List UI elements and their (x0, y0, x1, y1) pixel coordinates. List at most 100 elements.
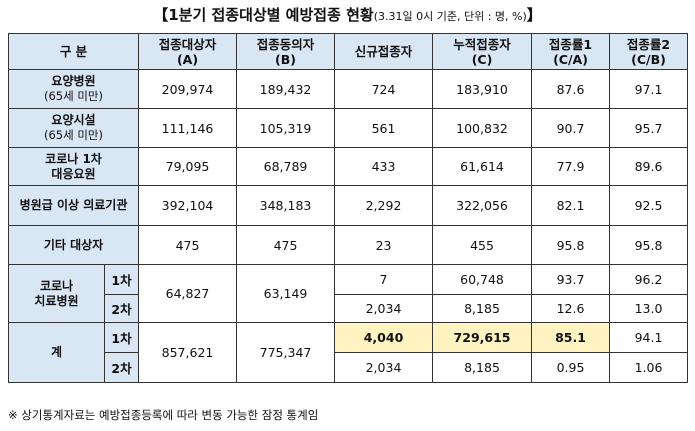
cell-highlight: 4,040 (334, 322, 434, 353)
row-label: 코로나 치료병원 (8, 264, 105, 323)
cell: 7 (334, 264, 434, 295)
header-cumulative-label: 누적접종자 (453, 36, 511, 52)
cell: 82.1 (531, 185, 611, 226)
row-label-main: 코로나 (39, 278, 74, 293)
cell: 8,185 (432, 294, 533, 323)
dose-label: 2차 (103, 352, 140, 383)
header-target-sub: (A) (176, 51, 199, 67)
cell: 63,149 (236, 264, 336, 323)
cell: 209,974 (138, 69, 238, 109)
cell: 183,910 (432, 69, 533, 109)
cell: 857,621 (138, 322, 238, 383)
header-rate2: 접종률2 (C/B) (609, 33, 689, 70)
cell-highlight: 729,615 (432, 322, 533, 353)
table-row: 2차 2,034 8,185 0.95 1.06 (9, 352, 689, 383)
table-row: 요양시설 (65세 미만) 111,146 105,319 561 100,832… (7, 108, 689, 148)
table-row: 기타 대상자 475 475 23 455 95.8 95.8 (7, 225, 689, 265)
header-rate2-sub: (C/B) (631, 51, 666, 67)
cell: 475 (236, 225, 336, 265)
cell: 12.6 (531, 294, 611, 323)
cell: 1.06 (609, 352, 689, 383)
table-row: 요양병원 (65세 미만) 209,974 189,432 724 183,910… (7, 69, 689, 109)
title-close: 】 (526, 6, 542, 24)
cell: 89.6 (609, 147, 689, 186)
header-category: 구 분 (7, 33, 140, 70)
header-row: 구 분 접종대상자 (A) 접종동의자 (B) 신규접종자 누적접종자 (C) 접종률… (7, 33, 689, 70)
row-label-sub: 대응요원 (51, 166, 96, 181)
cell: 561 (334, 108, 434, 148)
dose-label: 1차 (103, 264, 140, 295)
cell: 79,095 (138, 147, 238, 186)
cell: 61,614 (432, 147, 533, 186)
row-label-sub: 치료병원 (34, 293, 79, 308)
cell: 13.0 (609, 294, 689, 323)
header-cumulative-sub: (C) (471, 51, 493, 67)
table-row: 계 1차 857,621 775,347 4,040 729,615 85.1 … (8, 322, 689, 383)
row-label-main: 요양시설 (51, 113, 96, 127)
header-target: 접종대상자 (A) (138, 33, 238, 70)
cell: 100,832 (432, 108, 533, 148)
cell: 2,034 (334, 294, 434, 323)
cell: 96.2 (609, 264, 689, 295)
cell: 2,292 (334, 185, 434, 226)
cell: 95.8 (531, 225, 611, 265)
cell: 189,432 (236, 69, 336, 109)
cell: 23 (334, 225, 434, 265)
cell: 105,319 (236, 108, 336, 148)
cell: 68,789 (236, 147, 336, 186)
cell: 2,034 (334, 352, 434, 383)
cell: 94.1 (609, 322, 689, 353)
title-text: 【1분기 접종대상별 예방접종 현황 (153, 6, 374, 24)
cell: 87.6 (531, 69, 611, 109)
header-rate2-label: 접종률2 (626, 36, 671, 52)
vaccination-table: 구 분 접종대상자 (A) 접종동의자 (B) 신규접종자 누적접종자 (C) 접종률… (7, 33, 689, 383)
header-target-label: 접종대상자 (158, 36, 217, 52)
cell: 775,347 (236, 322, 336, 383)
cell: 724 (334, 69, 434, 109)
cell: 92.5 (609, 185, 689, 226)
header-consent-label: 접종동의자 (256, 36, 315, 52)
cell: 95.7 (609, 108, 689, 148)
cell: 475 (138, 225, 238, 265)
row-label-sub: (65세 미만) (44, 128, 104, 142)
row-label: 병원급 이상 의료기관 (7, 185, 140, 226)
cell: 97.1 (609, 69, 689, 109)
table-row: 코로나 치료병원 1차 64,827 63,149 7 60,748 93.7 9… (8, 264, 689, 323)
cell: 93.7 (531, 264, 611, 295)
header-rate1: 접종률1 (C/A) (531, 33, 611, 70)
header-cumulative: 누적접종자 (C) (432, 33, 533, 70)
table-title: 【1분기 접종대상별 예방접종 현황(3.31일 0시 기준, 단위 : 명, … (0, 4, 695, 25)
cell-highlight: 85.1 (531, 322, 611, 353)
cell: 90.7 (531, 108, 611, 148)
cell: 8,185 (432, 352, 533, 383)
header-consent-sub: (B) (275, 51, 296, 67)
footnote: ※ 상기통계자료는 예방접종등록에 따라 변동 가능한 잠정 통계임 (8, 408, 319, 422)
row-label: 계 (8, 322, 105, 383)
row-label-main: 코로나 1차 (45, 151, 102, 166)
cell: 455 (432, 225, 533, 265)
cell: 322,056 (432, 185, 533, 226)
header-rate1-label: 접종률1 (548, 36, 593, 52)
cell: 392,104 (138, 185, 238, 226)
row-label: 요양병원 (65세 미만) (7, 69, 140, 109)
table-row: 병원급 이상 의료기관 392,104 348,183 2,292 322,05… (7, 185, 689, 226)
row-label: 기타 대상자 (7, 225, 140, 265)
row-label: 코로나 1차 대응요원 (7, 147, 140, 186)
cell: 0.95 (531, 352, 611, 383)
dose-label: 2차 (103, 294, 140, 323)
cell: 60,748 (432, 264, 533, 295)
table-row: 2차 2,034 8,185 12.6 13.0 (9, 294, 689, 323)
cell: 348,183 (236, 185, 336, 226)
dose-label: 1차 (103, 322, 140, 353)
header-new: 신규접종자 (334, 33, 434, 70)
title-note: (3.31일 0시 기준, 단위 : 명, %) (373, 10, 527, 23)
row-label-main: 요양병원 (51, 74, 96, 88)
row-label-sub: (65세 미만) (44, 89, 104, 103)
cell: 64,827 (138, 264, 238, 323)
header-consent: 접종동의자 (B) (236, 33, 336, 70)
row-label: 요양시설 (65세 미만) (7, 108, 140, 148)
cell: 433 (334, 147, 434, 186)
header-rate1-sub: (C/A) (553, 51, 588, 67)
table-row: 코로나 1차 대응요원 79,095 68,789 433 61,614 77.9… (7, 147, 689, 186)
cell: 95.8 (609, 225, 689, 265)
